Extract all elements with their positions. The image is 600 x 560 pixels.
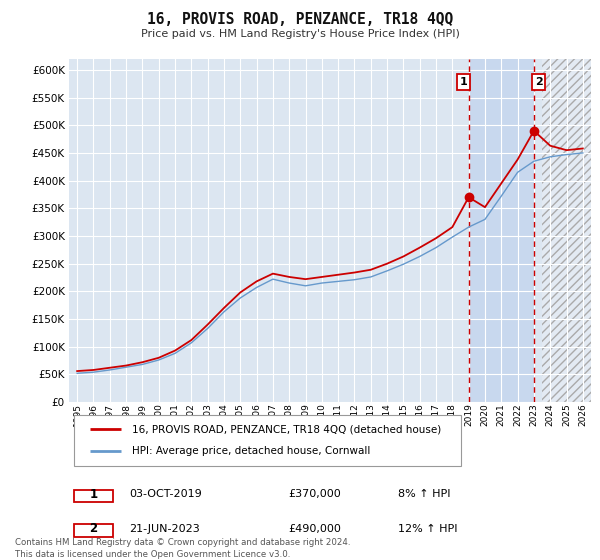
Text: £490,000: £490,000 xyxy=(288,524,341,534)
Bar xyxy=(542,59,591,402)
Text: £370,000: £370,000 xyxy=(288,489,341,499)
Text: 1: 1 xyxy=(89,488,98,501)
Text: Price paid vs. HM Land Registry's House Price Index (HPI): Price paid vs. HM Land Registry's House … xyxy=(140,29,460,39)
Text: 16, PROVIS ROAD, PENZANCE, TR18 4QQ: 16, PROVIS ROAD, PENZANCE, TR18 4QQ xyxy=(147,12,453,27)
Bar xyxy=(469,59,534,402)
Text: HPI: Average price, detached house, Cornwall: HPI: Average price, detached house, Corn… xyxy=(131,446,370,456)
Text: 2: 2 xyxy=(89,522,98,535)
Bar xyxy=(542,59,591,402)
Text: 03-OCT-2019: 03-OCT-2019 xyxy=(129,489,202,499)
FancyBboxPatch shape xyxy=(74,525,113,537)
Text: 12% ↑ HPI: 12% ↑ HPI xyxy=(398,524,457,534)
Text: 21-JUN-2023: 21-JUN-2023 xyxy=(129,524,200,534)
Text: 2: 2 xyxy=(535,77,542,87)
Bar xyxy=(542,59,591,402)
FancyBboxPatch shape xyxy=(74,414,461,465)
Text: 16, PROVIS ROAD, PENZANCE, TR18 4QQ (detached house): 16, PROVIS ROAD, PENZANCE, TR18 4QQ (det… xyxy=(131,424,441,435)
Text: 1: 1 xyxy=(460,77,467,87)
Text: 8% ↑ HPI: 8% ↑ HPI xyxy=(398,489,451,499)
Text: Contains HM Land Registry data © Crown copyright and database right 2024.
This d: Contains HM Land Registry data © Crown c… xyxy=(15,538,350,559)
FancyBboxPatch shape xyxy=(74,490,113,502)
